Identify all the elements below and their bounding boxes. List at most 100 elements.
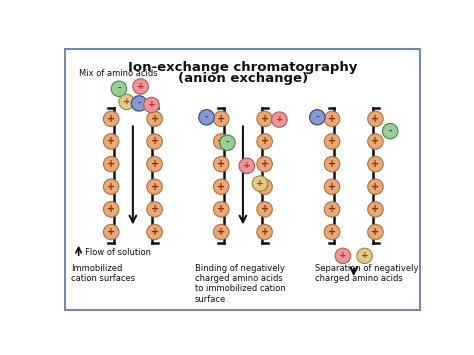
Text: +: + — [261, 159, 269, 169]
Circle shape — [272, 112, 287, 127]
Circle shape — [335, 248, 351, 264]
Circle shape — [147, 111, 162, 126]
Circle shape — [147, 179, 162, 195]
Circle shape — [103, 224, 119, 240]
Text: +: + — [256, 179, 264, 188]
Circle shape — [103, 179, 119, 195]
Circle shape — [257, 179, 273, 195]
Text: +: + — [328, 227, 336, 237]
Text: +: + — [107, 227, 115, 237]
Text: +: + — [339, 251, 346, 260]
Text: Binding of negatively
charged amino acids
to immobilized cation
surface: Binding of negatively charged amino acid… — [195, 264, 286, 304]
Text: (anion exchange): (anion exchange) — [178, 72, 308, 85]
Circle shape — [144, 97, 159, 113]
Text: +: + — [123, 97, 130, 106]
Text: +: + — [217, 182, 225, 192]
Text: +: + — [275, 115, 283, 124]
Text: +: + — [261, 182, 269, 192]
Text: +: + — [217, 204, 225, 214]
Text: +: + — [151, 204, 159, 214]
Text: +: + — [151, 136, 159, 147]
Circle shape — [147, 224, 162, 240]
Circle shape — [119, 94, 135, 110]
Circle shape — [324, 134, 340, 149]
Text: +: + — [151, 182, 159, 192]
Circle shape — [257, 224, 273, 240]
Text: +: + — [151, 159, 159, 169]
Text: +: + — [217, 136, 225, 147]
Text: +: + — [217, 159, 225, 169]
Circle shape — [368, 202, 383, 217]
Text: +: + — [148, 100, 155, 109]
Circle shape — [213, 224, 229, 240]
Text: +: + — [217, 227, 225, 237]
Text: +: + — [107, 159, 115, 169]
Circle shape — [252, 176, 268, 191]
Circle shape — [133, 79, 148, 94]
Circle shape — [383, 124, 398, 139]
Circle shape — [103, 111, 119, 126]
Text: Flow of solution: Flow of solution — [85, 247, 151, 257]
Text: +: + — [328, 159, 336, 169]
Text: +: + — [107, 182, 115, 192]
Text: +: + — [243, 161, 251, 170]
Circle shape — [368, 179, 383, 195]
Text: -: - — [316, 113, 319, 122]
Text: +: + — [107, 136, 115, 147]
Circle shape — [324, 202, 340, 217]
Circle shape — [213, 134, 229, 149]
Text: +: + — [372, 227, 380, 237]
Circle shape — [213, 202, 229, 217]
Text: +: + — [107, 114, 115, 124]
Circle shape — [310, 110, 325, 125]
Circle shape — [324, 179, 340, 195]
Text: Separation of negatively
charged amino acids: Separation of negatively charged amino a… — [315, 264, 419, 283]
Text: +: + — [328, 114, 336, 124]
Text: +: + — [328, 204, 336, 214]
Circle shape — [103, 202, 119, 217]
Text: -: - — [117, 84, 121, 93]
Circle shape — [103, 134, 119, 149]
Text: +: + — [372, 136, 380, 147]
Text: +: + — [328, 136, 336, 147]
Text: +: + — [328, 182, 336, 192]
Text: +: + — [261, 227, 269, 237]
Text: +: + — [217, 114, 225, 124]
Circle shape — [368, 224, 383, 240]
Text: +: + — [261, 136, 269, 147]
Circle shape — [219, 135, 235, 151]
Text: +: + — [151, 227, 159, 237]
Circle shape — [257, 202, 273, 217]
Text: +: + — [372, 182, 380, 192]
Circle shape — [368, 134, 383, 149]
Circle shape — [103, 157, 119, 172]
Circle shape — [357, 248, 373, 264]
Circle shape — [147, 202, 162, 217]
Circle shape — [213, 157, 229, 172]
Text: +: + — [372, 204, 380, 214]
Circle shape — [368, 157, 383, 172]
Text: +: + — [137, 82, 145, 91]
Circle shape — [257, 111, 273, 126]
Circle shape — [147, 134, 162, 149]
Text: Immobilized
cation surfaces: Immobilized cation surfaces — [71, 264, 135, 283]
Text: -: - — [226, 138, 229, 147]
Text: -: - — [388, 127, 392, 136]
Circle shape — [213, 111, 229, 126]
Text: Ion-exchange chromatography: Ion-exchange chromatography — [128, 61, 357, 74]
Circle shape — [324, 157, 340, 172]
Circle shape — [213, 179, 229, 195]
Text: +: + — [372, 114, 380, 124]
Text: +: + — [372, 159, 380, 169]
Circle shape — [257, 134, 273, 149]
Circle shape — [324, 111, 340, 126]
Circle shape — [368, 111, 383, 126]
Text: +: + — [261, 114, 269, 124]
Text: Mix of amino acids: Mix of amino acids — [79, 69, 157, 78]
Circle shape — [257, 157, 273, 172]
Circle shape — [131, 96, 147, 111]
Text: +: + — [261, 204, 269, 214]
Text: -: - — [205, 113, 209, 122]
Circle shape — [199, 110, 214, 125]
Text: -: - — [137, 99, 141, 108]
